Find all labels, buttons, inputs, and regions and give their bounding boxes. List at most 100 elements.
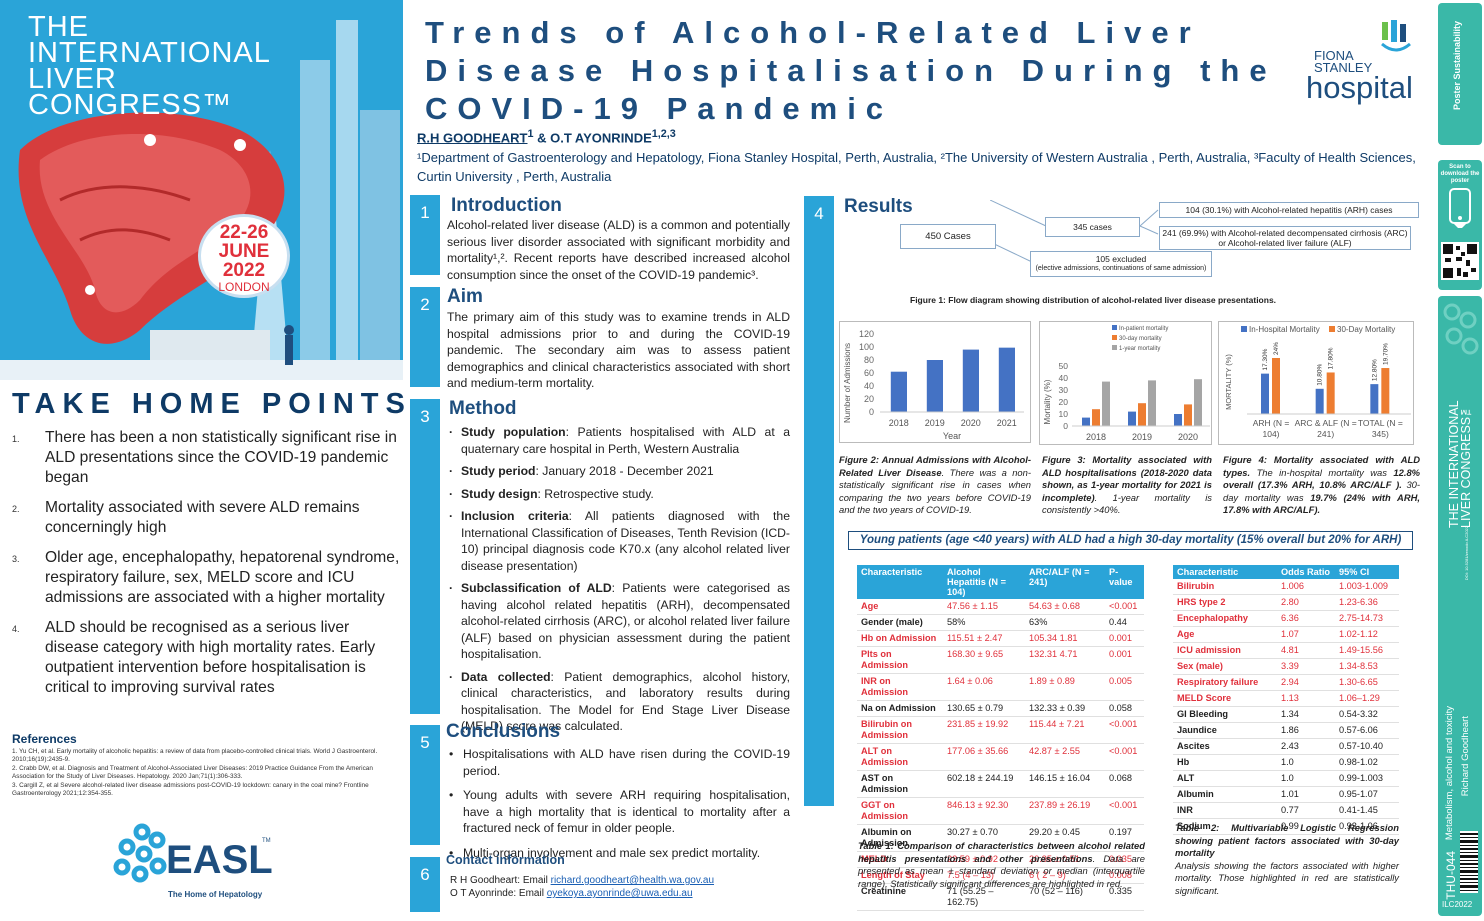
item-text: Older age, encephalopathy, hepatorenal s… [45,549,400,606]
table-2-row: Sodium 0.99 0.93-1.06 [1173,818,1399,835]
table-1-cell: Albumin on Admission [857,824,943,852]
legend-label: 1-year mortality [1119,346,1160,352]
email-link-ayonrinde[interactable]: oyekoya.ayonrinde@uwa.edu.au [546,888,693,899]
table-1-cell: INR on Admission [857,673,943,701]
table-1-cell: 20.35 ± 0.51 [1025,851,1105,868]
table-2-cell: INR [1173,802,1277,819]
section-number: 5 [410,725,440,845]
fig3-bold: Figure 3: Mortality associated with ALD … [1042,454,1212,503]
table-2-col: Characteristic [1173,565,1277,579]
data-label: 12.80% [1371,359,1378,381]
table-1-cell: 237.89 ± 26.19 [1025,797,1105,825]
table-2-cell: HRS type 2 [1173,594,1277,611]
y-tick-label: 60 [864,368,874,378]
congress-line: INTERNATIONAL [28,37,271,69]
data-label: 19.70% [1382,343,1389,365]
table-2-cell: 0.57-6.06 [1335,722,1399,739]
table-1-cell: <0.001 [1105,599,1144,615]
take-home-item: 3. Older age, encephalopathy, hepatorenal… [12,548,400,608]
table-1-cell: 30.27 ± 0.70 [943,824,1025,852]
qr-code-icon[interactable] [1441,242,1479,280]
table-1-cell: Creatinine [857,883,943,911]
table-2-cell: 4.81 [1277,642,1335,659]
table-1-cell: 22.59 ± 0.92 [943,851,1025,868]
y-tick-label: 40 [1059,373,1069,383]
table-1-cell: Bilirubin on Admission [857,716,943,744]
table-1-cell: 0.001 [1105,630,1144,647]
bar [1184,404,1192,426]
table-2-cell: 1.02-1.12 [1335,626,1399,643]
table-2-caption-text: Analysis showing the factors associated … [1175,859,1399,896]
table-2-cell: Hb [1173,754,1277,771]
table-1-row: Bilirubin on Admission 231.85 ± 19.92 115.… [857,716,1144,744]
method-item: Study period: January 2018 - December 20… [449,463,790,480]
table-2-cell: 1.0 [1277,770,1335,787]
congress-line: THE [28,11,89,43]
table-1-cell: 29.20 ± 0.45 [1025,824,1105,852]
vertical-congress-text: THE INTERNATIONAL LIVER CONGRESS™ [1447,400,1473,528]
method-item: Subclassification of ALD: Patients were … [449,580,790,663]
table-1-cell: 0.005 [1105,673,1144,701]
table-1-cell: Age [857,599,943,615]
flow-connectors [990,200,1159,263]
bar [1082,417,1090,426]
bar [1194,379,1202,426]
aim-title: Aim [447,286,483,307]
bar [1261,373,1269,414]
y-tick-label: 20 [864,394,874,404]
legend-swatch [1241,326,1247,332]
email-link-goodheart[interactable]: richard.goodheart@health.wa.gov.au [550,875,715,886]
authors: R.H GOODHEART1 & O.T AYONRINDE1,2,3 [417,128,676,145]
take-home-item: 1. There has been a non statistically sig… [12,428,400,488]
flow-total-cases: 450 Cases [900,224,996,249]
y-tick-label: 20 [1059,397,1069,407]
legend-label: In-patient mortality [1119,326,1168,332]
table-2-row: Ascites 2.43 0.57-10.40 [1173,738,1399,755]
table-1-cell: 7.5 (4 – 13) [943,867,1025,884]
affiliations: ¹Department of Gastroenterology and Hepa… [417,150,1416,184]
bar [962,349,979,412]
item-number: 2. [12,504,20,514]
table-2-cell: 1.07 [1277,626,1335,643]
table-2-cell: 0.98-1.02 [1335,754,1399,771]
easl-name: EASL [166,838,273,882]
hospital-word: hospital [1306,70,1413,105]
table-1-caption: Table 1: Comparison of characteristics b… [858,840,1145,890]
phone-icon [1449,188,1471,228]
conclusion-item: Hospitalisations with ALD have risen dur… [449,746,790,779]
table-2-header: Characteristic Odds Ratio 95% CI [1173,565,1399,579]
info-strip: THE INTERNATIONAL LIVER CONGRESS™ DOI: 1… [1438,296,1482,916]
table-1-cell: Length of Stay [857,867,943,884]
fig4-bold: Figure 4: Mortality associated with ALD … [1223,454,1420,478]
table-2-cell: 1.13 [1277,690,1335,707]
table-2-cell: ALT [1173,770,1277,787]
table-1-row: ALT on Admission 177.06 ± 35.66 42.87 ± 2.… [857,743,1144,771]
congress-line: LIVER [28,63,117,95]
x-tick-label: 2019 [925,418,945,428]
x-tick-label: 2021 [997,418,1017,428]
table-1-row: Hb on Admission 115.51 ± 2.47 105.34 1.81 0… [857,630,1144,647]
contact-line: R H Goodheart: Email richard.goodheart@h… [450,874,714,887]
easl-tagline: The Home of Hepatology [168,890,263,899]
sponsor-panel: Poster Sustainability [1438,3,1482,145]
y-tick-label: 120 [859,329,874,339]
table-1-body: Age 47.56 ± 1.15 54.63 ± 0.68 <0.001 Gender … [857,599,1144,911]
table-1-row: Albumin on Admission 30.27 ± 0.70 29.20 ± … [857,824,1144,852]
legend-label: 30-day mortality [1119,336,1162,342]
method-item-label: Study design [461,486,538,501]
figure-4-caption: Figure 4: Mortality associated with ALD … [1223,454,1420,517]
table-1-cell: 115.44 ± 7.21 [1025,716,1105,744]
fig2-bold: Figure 2: Annual Admissions with Alcohol… [839,454,1031,478]
table-2-row: Hb 1.0 0.98-1.02 [1173,754,1399,771]
table-2-cell: GI Bleeding [1173,706,1277,723]
flow-arh: 104 (30.1%) with Alcohol-related hepatit… [1159,202,1419,218]
table-1-cell: 132.33 ± 0.39 [1025,700,1105,717]
legend-swatch [1112,345,1117,350]
x-tick-label: 2020 [1178,432,1198,442]
table-1-cell: 63% [1025,614,1105,631]
method-item-label: Data collected [461,669,551,684]
liver-illustration [0,0,403,380]
table-1-cell: 115.51 ± 2.47 [943,630,1025,647]
table-1-cell: 132.31 4.71 [1025,646,1105,674]
table-2-cell: 1.0 [1277,754,1335,771]
